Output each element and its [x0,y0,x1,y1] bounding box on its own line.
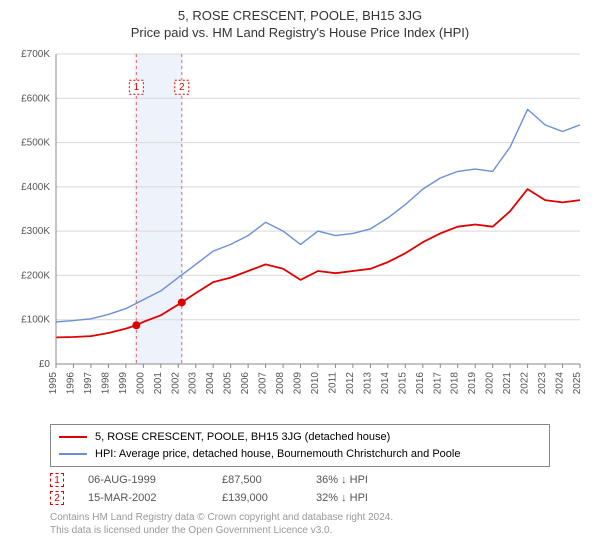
svg-text:2003: 2003 [188,372,199,395]
svg-text:2: 2 [179,82,185,93]
svg-text:2015: 2015 [397,372,408,395]
svg-text:1999: 1999 [118,372,129,395]
chart-subtitle: Price paid vs. HM Land Registry's House … [12,25,588,40]
svg-text:2021: 2021 [502,372,513,395]
chart-title: 5, ROSE CRESCENT, POOLE, BH15 3JG [12,8,588,23]
chart-area: £0 £100K £200K £300K £400K £500K £600K £700K 199… [12,46,588,416]
svg-text:2013: 2013 [362,372,373,395]
svg-text:2009: 2009 [293,372,304,395]
svg-text:£500K: £500K [21,138,50,149]
legend-color-swatch [59,436,87,438]
svg-text:2020: 2020 [485,372,496,395]
legend-item: HPI: Average price, detached house, Bour… [59,446,541,463]
svg-text:1997: 1997 [83,372,94,395]
legend-item: 5, ROSE CRESCENT, POOLE, BH15 3JG (detac… [59,429,541,446]
legend-color-swatch [59,453,87,455]
sales-table: 1 06-AUG-1999 £87,500 36% ↓ HPI 2 15-MAR-2002… [12,473,588,505]
svg-text:2016: 2016 [415,372,426,395]
svg-text:2012: 2012 [345,372,356,395]
svg-text:£0: £0 [39,359,51,370]
svg-text:2017: 2017 [432,372,443,395]
legend-label: HPI: Average price, detached house, Bour… [95,446,460,463]
footer-line-1: Contains HM Land Registry data © Crown c… [50,511,588,524]
svg-text:2006: 2006 [240,372,251,395]
svg-text:£200K: £200K [21,270,50,281]
sale-delta: 36% ↓ HPI [316,474,416,486]
sale-price: £87,500 [222,474,292,486]
svg-text:£300K: £300K [21,226,50,237]
svg-text:2007: 2007 [258,372,269,395]
footer-attribution: Contains HM Land Registry data © Crown c… [50,511,588,537]
svg-text:2011: 2011 [327,372,338,394]
sale-date: 15-MAR-2002 [88,492,198,504]
svg-text:2024: 2024 [555,372,566,395]
svg-text:2010: 2010 [310,372,321,395]
sale-row: 1 06-AUG-1999 £87,500 36% ↓ HPI [50,473,588,487]
svg-text:2000: 2000 [135,372,146,395]
svg-text:2019: 2019 [467,372,478,395]
chart-container: 5, ROSE CRESCENT, POOLE, BH15 3JG Price … [0,0,600,560]
svg-text:£100K: £100K [21,315,50,326]
svg-text:2025: 2025 [572,372,583,395]
svg-text:1: 1 [134,82,140,93]
svg-text:2005: 2005 [223,372,234,395]
svg-text:£400K: £400K [21,182,50,193]
svg-text:2004: 2004 [205,372,216,395]
sale-delta: 32% ↓ HPI [316,492,416,504]
svg-text:2022: 2022 [520,372,531,395]
sale-marker-badge: 1 [50,473,64,487]
legend-label: 5, ROSE CRESCENT, POOLE, BH15 3JG (detac… [95,429,390,446]
footer-line-2: This data is licensed under the Open Gov… [50,524,588,537]
svg-text:1998: 1998 [100,372,111,395]
svg-text:£700K: £700K [21,49,50,60]
title-block: 5, ROSE CRESCENT, POOLE, BH15 3JG Price … [12,8,588,40]
sale-price: £139,000 [222,492,292,504]
svg-text:2023: 2023 [537,372,548,395]
svg-text:2001: 2001 [153,372,164,395]
sale-marker-badge: 2 [50,491,64,505]
svg-text:2008: 2008 [275,372,286,395]
svg-text:2014: 2014 [380,372,391,395]
sale-date: 06-AUG-1999 [88,474,198,486]
line-chart-svg: £0 £100K £200K £300K £400K £500K £600K £700K 199… [12,46,588,416]
legend-box: 5, ROSE CRESCENT, POOLE, BH15 3JG (detac… [50,424,550,467]
svg-text:2018: 2018 [450,372,461,395]
svg-text:1996: 1996 [65,372,76,395]
svg-text:1995: 1995 [48,372,59,395]
svg-text:2002: 2002 [170,372,181,395]
sale-row: 2 15-MAR-2002 £139,000 32% ↓ HPI [50,491,588,505]
svg-text:£600K: £600K [21,93,50,104]
